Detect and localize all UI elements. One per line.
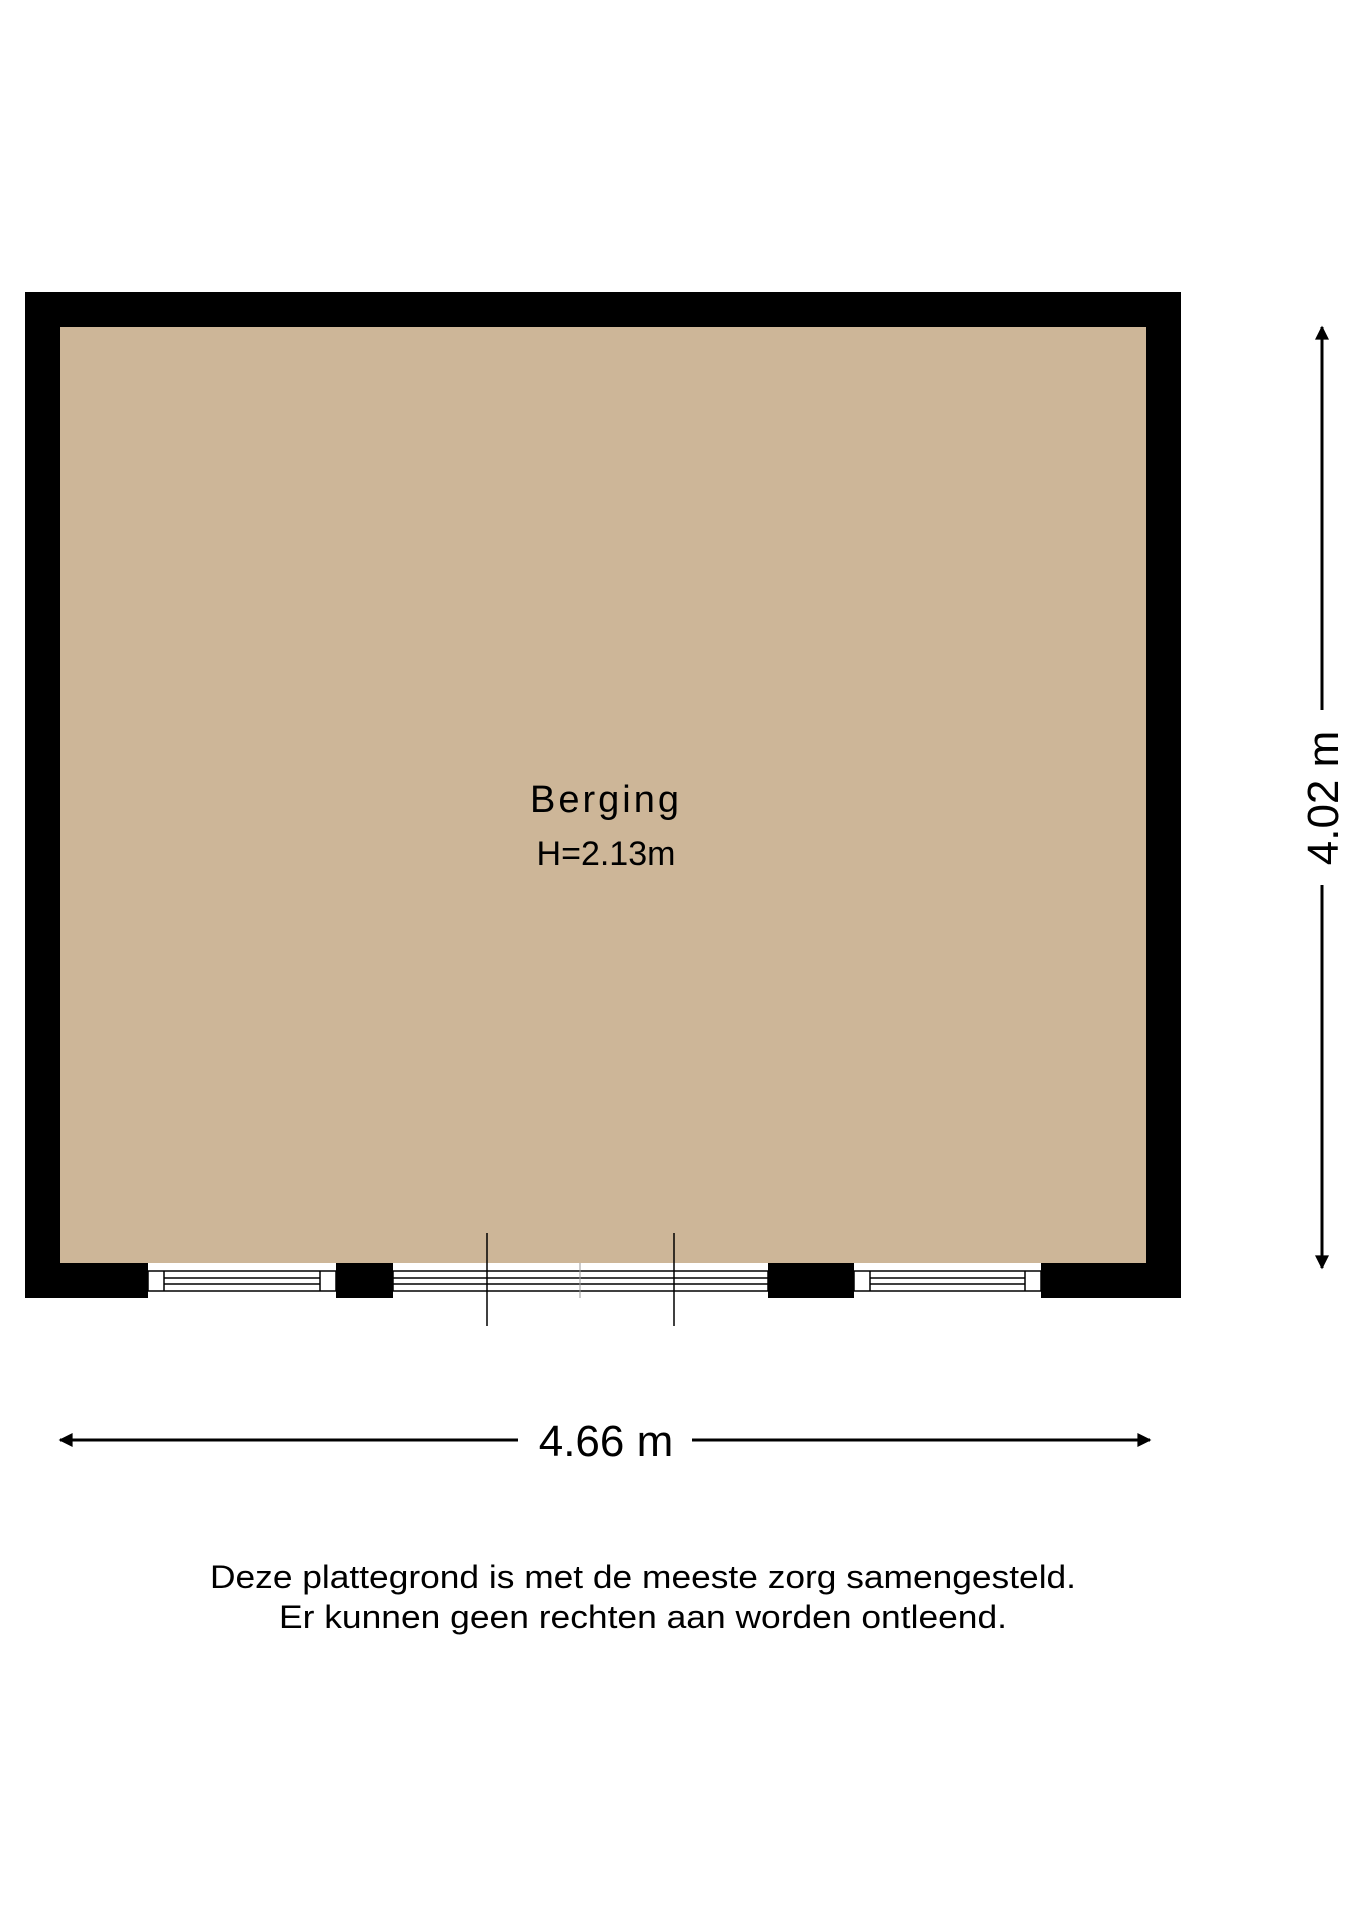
room-height: H=2.13m [537,835,676,873]
wall-left [25,292,60,1298]
wall-bottom-right [1041,1263,1146,1298]
room-name: Berging [530,779,682,821]
room-floor [60,327,1146,1263]
window-right [853,1270,1042,1292]
wall-pillar-1 [336,1263,393,1298]
window-left [147,1270,337,1292]
wall-top [25,292,1181,327]
wall-pillar-2 [768,1263,854,1298]
wall-right [1146,292,1181,1298]
depth-dimension-label: 4.02 m [1299,731,1348,866]
disclaimer-line-2: Er kunnen geen rechten aan worden ontlee… [279,1599,1007,1635]
sliding-door [392,1233,769,1326]
wall-bottom-left [25,1263,148,1298]
walls [25,292,1181,1298]
width-dimension-label: 4.66 m [539,1417,674,1466]
disclaimer-line-1: Deze plattegrond is met de meeste zorg s… [210,1559,1076,1595]
